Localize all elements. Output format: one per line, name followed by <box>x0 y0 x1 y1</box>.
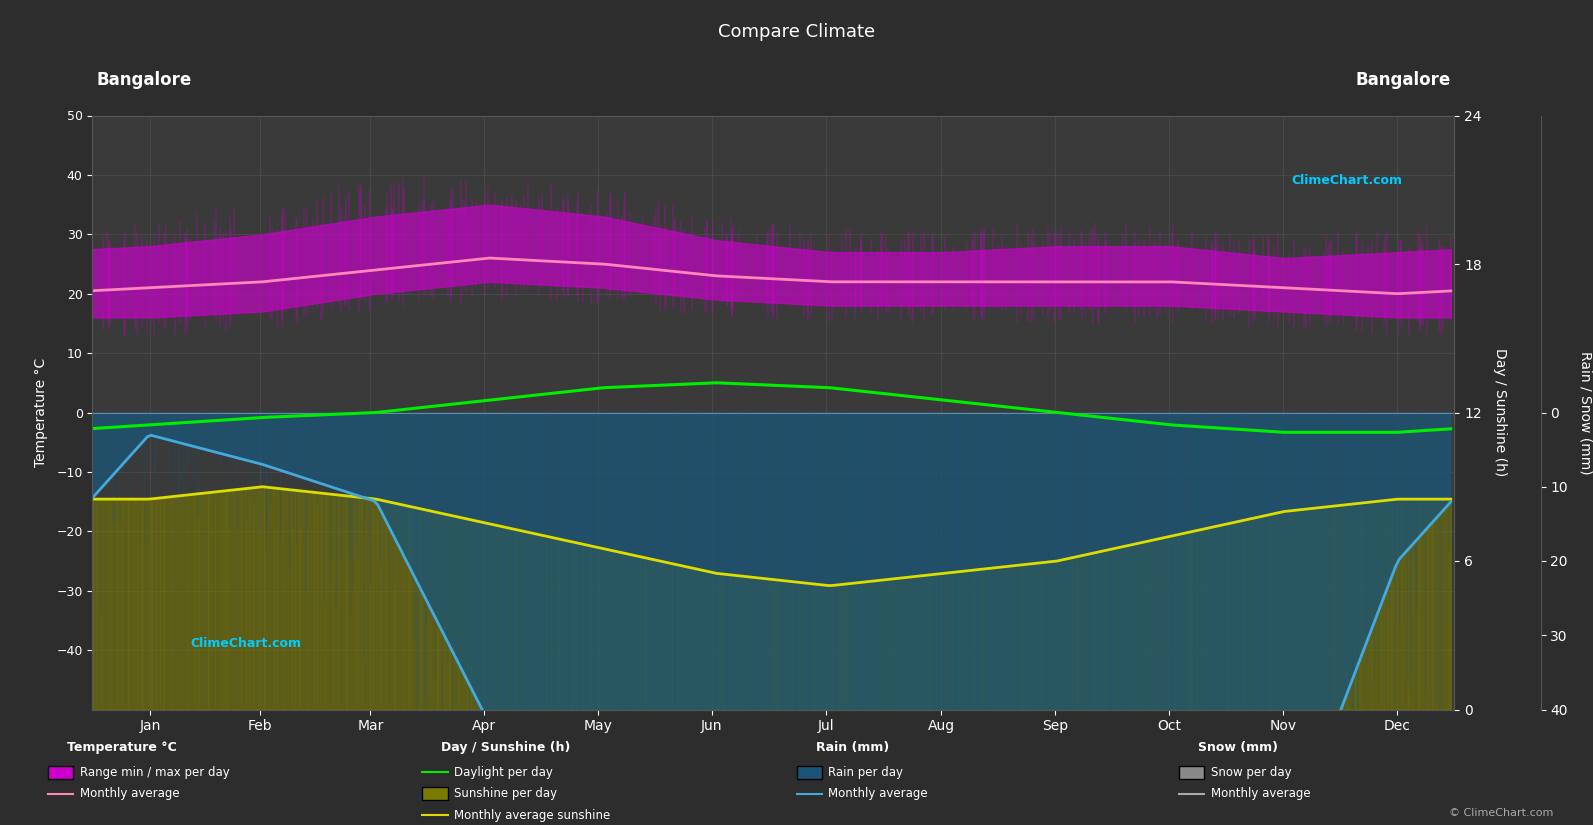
Text: Rain per day: Rain per day <box>828 766 903 779</box>
Text: ClimeChart.com: ClimeChart.com <box>1290 174 1402 186</box>
Text: Temperature °C: Temperature °C <box>67 741 177 754</box>
Text: ClimeChart.com: ClimeChart.com <box>191 637 301 650</box>
Text: Bangalore: Bangalore <box>97 71 191 89</box>
Text: Snow (mm): Snow (mm) <box>1198 741 1278 754</box>
Text: Snow per day: Snow per day <box>1211 766 1292 779</box>
Y-axis label: Day / Sunshine (h): Day / Sunshine (h) <box>1493 348 1507 477</box>
Text: Monthly average: Monthly average <box>80 787 180 800</box>
Text: Compare Climate: Compare Climate <box>718 23 875 41</box>
Text: © ClimeChart.com: © ClimeChart.com <box>1448 808 1553 818</box>
Text: Daylight per day: Daylight per day <box>454 766 553 779</box>
Text: Sunshine per day: Sunshine per day <box>454 787 558 800</box>
Text: Day / Sunshine (h): Day / Sunshine (h) <box>441 741 570 754</box>
Y-axis label: Rain / Snow (mm): Rain / Snow (mm) <box>1579 351 1593 474</box>
Text: Bangalore: Bangalore <box>1356 71 1450 89</box>
Text: Monthly average: Monthly average <box>828 787 929 800</box>
Text: Range min / max per day: Range min / max per day <box>80 766 229 779</box>
Text: Monthly average sunshine: Monthly average sunshine <box>454 808 610 822</box>
Y-axis label: Temperature °C: Temperature °C <box>33 358 48 467</box>
Text: Rain (mm): Rain (mm) <box>816 741 889 754</box>
Text: Monthly average: Monthly average <box>1211 787 1311 800</box>
